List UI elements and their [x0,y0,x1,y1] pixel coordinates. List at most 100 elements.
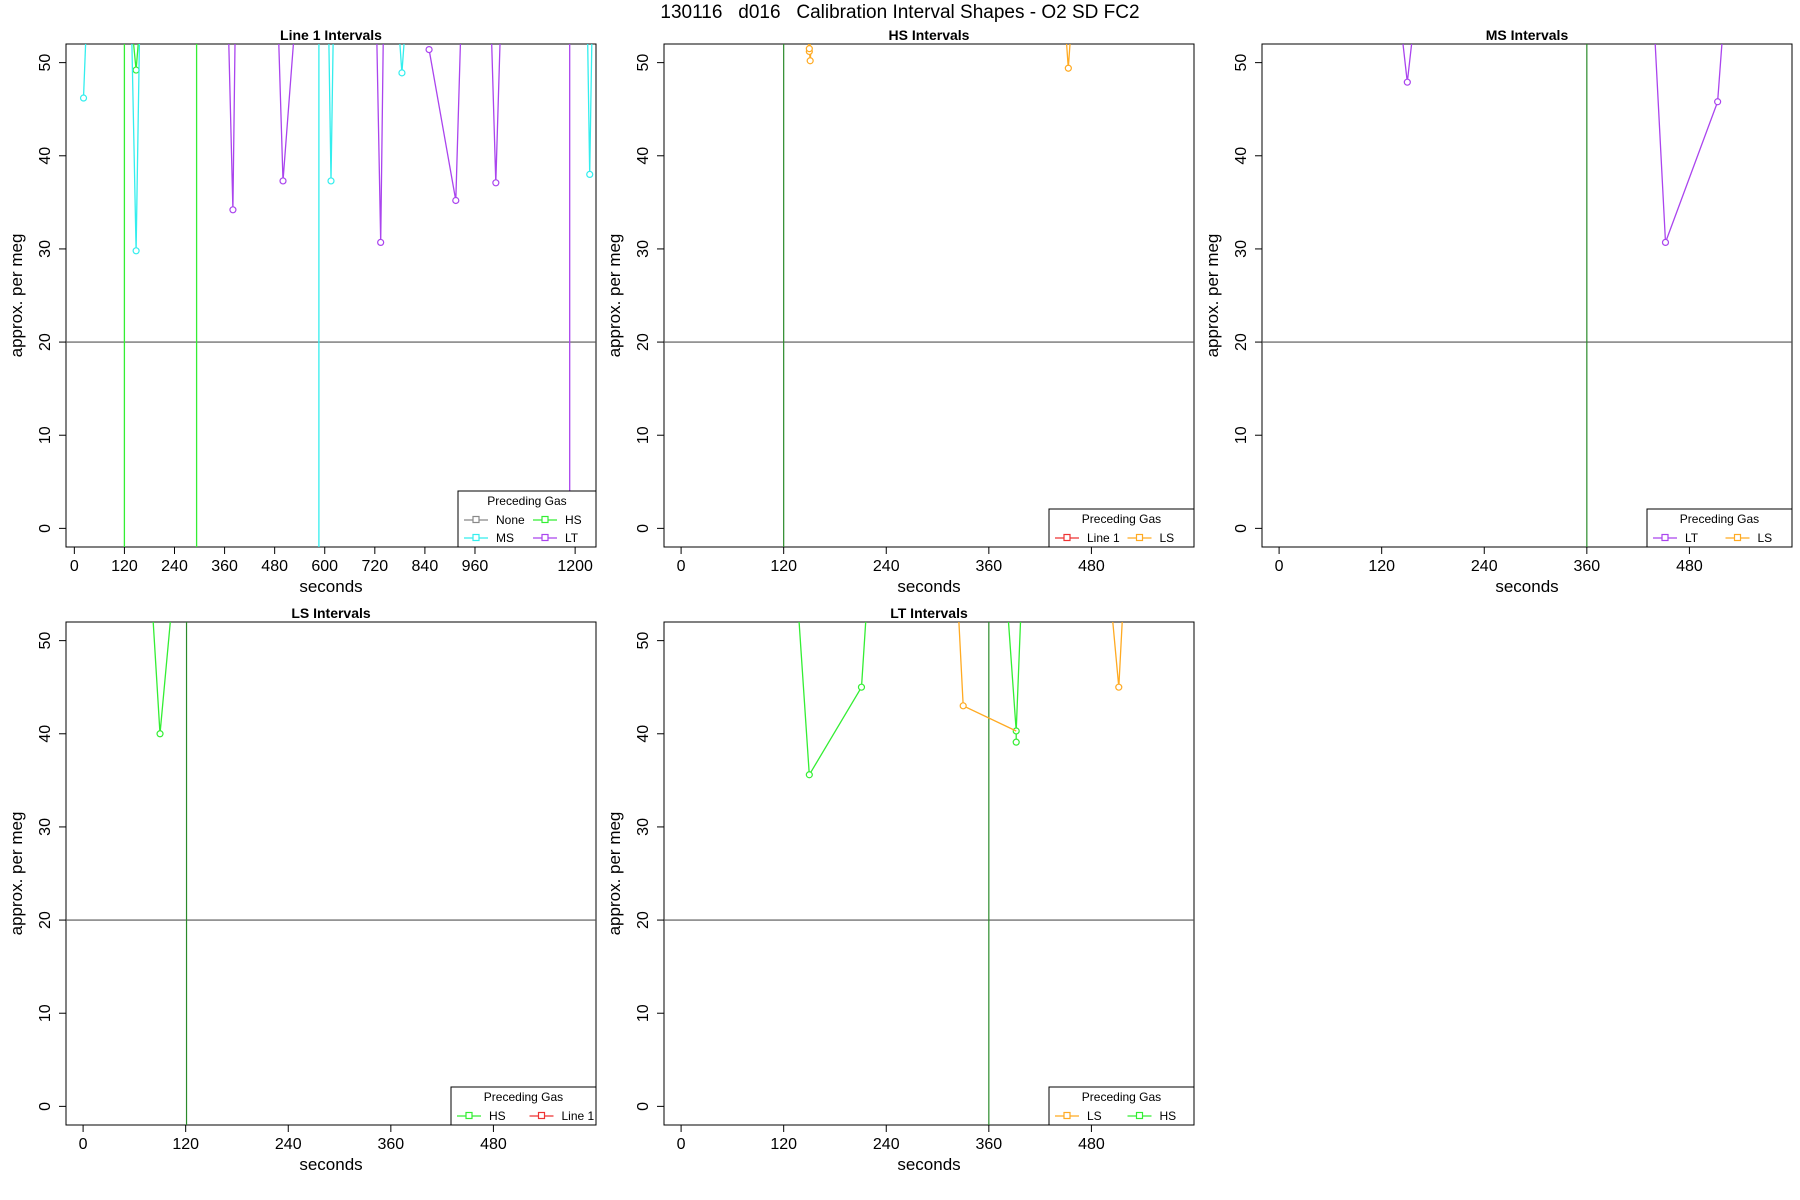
plot-area [66,44,596,547]
legend-swatch-marker [1063,533,1071,542]
series-line [278,44,295,181]
y-tick-label: 50 [635,54,652,72]
y-tick-label: 20 [635,911,652,929]
data-point [452,196,460,205]
data-point [1661,238,1670,247]
legend-box [1646,508,1793,548]
legend-entry: LT [1685,531,1699,545]
data-point [806,57,814,65]
x-tick-label: 600 [311,558,338,575]
x-tick-label: 960 [462,558,489,575]
x-tick-label: 360 [975,1136,1002,1153]
data-point [492,179,500,187]
legend-entry: LS [1758,531,1773,545]
x-tick-label: 360 [1573,558,1600,575]
plot-area [664,622,1194,1125]
legend-swatch-marker [541,515,549,524]
plot-frame [1261,43,1793,548]
x-tick-label: 240 [873,558,900,575]
data-point [327,177,335,185]
series-lt [1402,44,1723,547]
x-tick-label: 1200 [557,558,593,575]
legend-swatch-marker [1733,533,1742,542]
y-tick-label: 30 [635,240,652,258]
series-line [1065,44,1071,69]
y-tick-label: 40 [635,725,652,743]
series-line [428,44,462,201]
data-point [1115,683,1123,691]
chart-title: MS Intervals [1486,27,1569,43]
data-point [279,177,287,185]
legend: Preceding Gas None HS MS LT [457,490,597,548]
data-point [959,702,967,710]
x-tick-label: 120 [770,1136,797,1153]
x-tick-label: 360 [211,558,238,575]
x-tick-label: 240 [275,1136,302,1153]
legend: Preceding Gas Line 1 LS [1048,508,1195,548]
chart-panel-3: MS Intervals 0 120 240 360 480 0 10 20 30 40 50 seco… [1203,27,1793,596]
y-tick-label: 40 [37,725,54,743]
y-tick-label: 40 [635,147,652,165]
data-point [586,170,594,179]
legend-entry: HS [489,1109,506,1123]
x-tick-label: 240 [161,558,188,575]
data-point [229,206,237,214]
legend-box [450,1086,597,1126]
series-line [82,44,87,99]
x-tick-label: 480 [480,1136,507,1153]
y-tick-label: 50 [635,632,652,650]
data-point [1012,738,1020,746]
x-tick-label: 0 [70,558,79,575]
legend-entry: HS [1160,1109,1177,1123]
plot-area [66,622,596,1125]
series-line [798,622,867,777]
y-axis-label: approx. per meg [1203,234,1222,358]
series-line [491,44,501,183]
data-point [377,238,385,247]
y-tick-label: 10 [37,1004,54,1022]
legend-box [1048,508,1195,548]
x-tick-label: 480 [261,558,288,575]
series-line [1402,44,1413,83]
series-ls [958,622,1123,732]
series-line [1112,622,1123,688]
x-axis-label: seconds [897,1155,960,1174]
y-tick-label: 10 [37,426,54,444]
chart-title: HS Intervals [889,27,970,43]
data-point [398,69,406,77]
data-point [1714,98,1722,106]
figure-title: 130116 d016 Calibration Interval Shapes … [660,2,1140,23]
x-tick-label: 120 [770,558,797,575]
data-point [857,683,866,691]
legend-entry: Line 1 [562,1109,595,1123]
y-tick-label: 50 [1233,54,1250,72]
legend-title: Preceding Gas [1082,1090,1161,1104]
series-line [958,622,1017,732]
y-tick-label: 0 [1233,524,1250,533]
plot-area [664,44,1194,547]
data-point [425,45,433,54]
x-tick-label: 0 [79,1136,88,1153]
series-line [131,44,141,251]
plot-frame [65,43,597,548]
y-tick-label: 20 [635,333,652,351]
chart-panel-5: LT Intervals 0 120 240 360 480 0 10 20 30 40 50 seco… [605,605,1195,1174]
series-hs [798,622,1022,1125]
x-axis-label: seconds [897,577,960,596]
data-point [805,45,813,53]
data-point [805,771,813,779]
legend-entry: LS [1160,531,1175,545]
y-tick-label: 30 [1233,240,1250,258]
x-axis-label: seconds [1495,577,1558,596]
x-tick-label: 360 [377,1136,404,1153]
legend: Preceding Gas HS Line 1 [450,1086,597,1126]
chart-title: Line 1 Intervals [280,27,382,43]
y-tick-label: 20 [1233,333,1250,351]
plot-area [1262,44,1792,547]
plot-frame [663,621,1195,1126]
series-line [1654,44,1723,243]
chart-panel-2: HS Intervals 0 120 240 360 480 0 10 20 30 40 50 seco… [605,27,1195,596]
x-tick-label: 240 [873,1136,900,1153]
chart-title: LT Intervals [890,605,968,621]
